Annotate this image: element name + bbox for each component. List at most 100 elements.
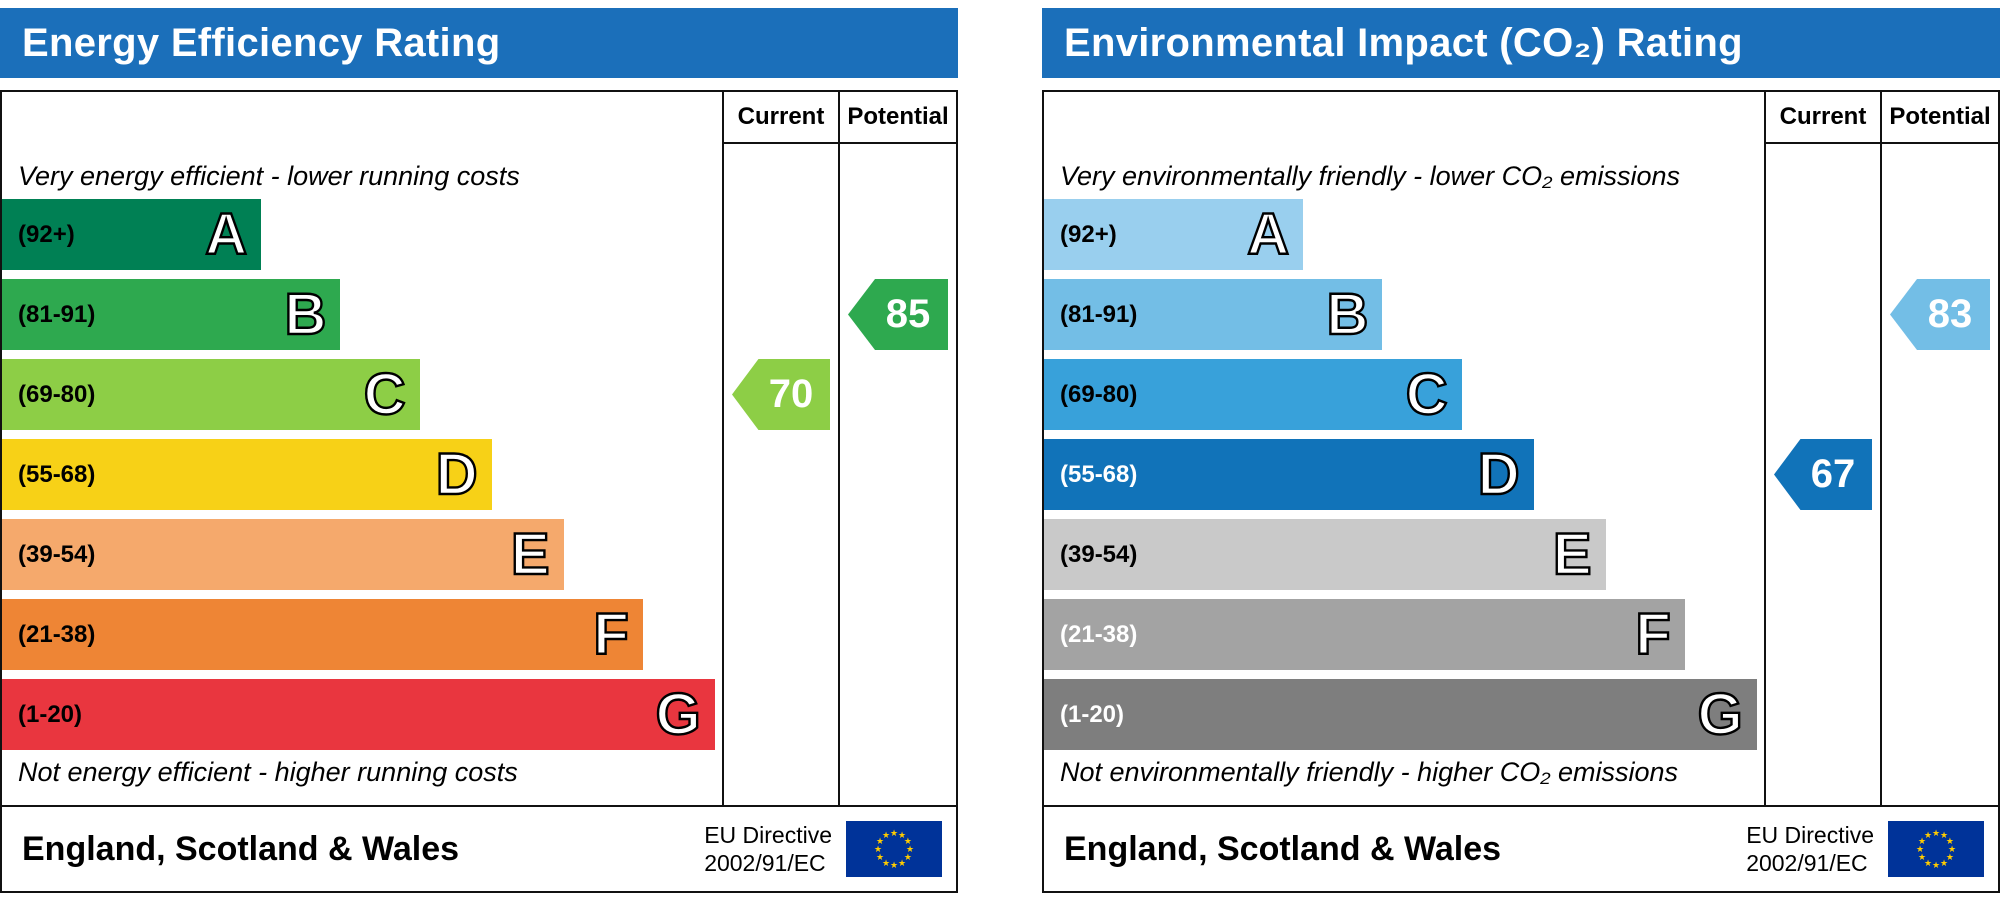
band-letter: E (510, 521, 551, 587)
rating-band-bar: (39-54) E (1044, 519, 1606, 590)
svg-text:★: ★ (1918, 836, 1926, 846)
svg-text:★: ★ (906, 844, 914, 854)
svg-text:★: ★ (1946, 836, 1954, 846)
rating-band-a: (92+) A (2, 199, 722, 270)
svg-text:★: ★ (1932, 860, 1940, 870)
potential-column: 85 (838, 144, 956, 805)
bottom-note: Not environmentally friendly - higher CO… (1060, 757, 1679, 787)
top-note: Very environmentally friendly - lower CO… (1060, 161, 1680, 191)
svg-text:★: ★ (1940, 858, 1948, 868)
top-note: Very energy efficient - lower running co… (18, 161, 520, 191)
band-letter: F (592, 601, 630, 667)
environmental-impact-chart: Environmental Impact (CO₂) Rating Curren… (1042, 0, 2000, 899)
rating-table: Current Potential Very energy efficient … (0, 90, 958, 893)
svg-text:★: ★ (890, 828, 898, 838)
band-letter: A (204, 201, 248, 267)
potential-marker: 85 (848, 279, 948, 350)
rating-band-bar: (1-20) G (2, 679, 715, 750)
column-header-potential: Potential (838, 92, 956, 144)
bottom-note: Not energy efficient - higher running co… (18, 757, 518, 787)
band-letter: C (1405, 361, 1449, 427)
eu-flag-field (846, 821, 942, 877)
rating-band-g: (1-20) G (2, 679, 722, 750)
eu-directive-line2: 2002/91/EC (1746, 850, 1868, 876)
current-value: 67 (1810, 452, 1856, 496)
potential-value: 85 (885, 292, 931, 336)
band-range-label: (1-20) (1060, 700, 1125, 728)
potential-marker: 83 (1890, 279, 1990, 350)
current-marker: 70 (732, 359, 830, 430)
svg-text:★: ★ (1916, 844, 1924, 854)
eu-flag-stars: ★ ★★ ★★★ ★★★ ★★★ (874, 828, 914, 870)
chart-footer: England, Scotland & Wales EU Directive 2… (2, 805, 956, 891)
svg-text:★: ★ (874, 844, 882, 854)
energy-efficiency-chart: Energy Efficiency Rating Current Potenti… (0, 0, 958, 899)
rating-band-bar: (81-91) B (2, 279, 341, 350)
eu-directive-line2: 2002/91/EC (704, 850, 826, 876)
rating-band-bar: (39-54) E (2, 519, 564, 590)
eu-flag-field (1888, 821, 1984, 877)
svg-text:★: ★ (876, 852, 884, 862)
band-letter: A (1246, 201, 1290, 267)
svg-text:★: ★ (904, 836, 912, 846)
bands-area: Very energy efficient - lower running co… (2, 144, 722, 805)
eu-flag-stars: ★ ★★ ★★★ ★★★ ★★★ (1916, 828, 1956, 870)
rating-band-b: (81-91) B (1044, 279, 1764, 350)
svg-text:★: ★ (904, 852, 912, 862)
svg-text:★: ★ (1948, 844, 1956, 854)
eu-flag-icon: ★ ★★ ★★★ ★★★ ★★★ (1888, 821, 1984, 877)
current-marker: 67 (1774, 439, 1872, 510)
rating-band-a: (92+) A (1044, 199, 1764, 270)
band-range-label: (92+) (1060, 220, 1117, 248)
eu-directive-label: EU Directive 2002/91/EC (1746, 821, 1888, 877)
rating-table: Current Potential Very environmentally f… (1042, 90, 2000, 893)
column-header-current: Current (722, 92, 838, 144)
rating-band-f: (21-38) F (1044, 599, 1764, 670)
band-range-label: (39-54) (1060, 540, 1138, 568)
rating-band-f: (21-38) F (2, 599, 722, 670)
band-letter: B (283, 281, 327, 347)
current-column: 70 (722, 144, 838, 805)
rating-band-bar: (21-38) F (1044, 599, 1685, 670)
rating-band-bar: (55-68) D (1044, 439, 1534, 510)
eu-directive-label: EU Directive 2002/91/EC (704, 821, 846, 877)
band-range-label: (92+) (18, 220, 75, 248)
band-range-label: (1-20) (18, 700, 83, 728)
band-range-label: (81-91) (1060, 300, 1138, 328)
rating-band-e: (39-54) E (2, 519, 722, 590)
svg-text:★: ★ (1940, 830, 1948, 840)
band-letter: F (1634, 601, 1672, 667)
svg-text:★: ★ (1932, 828, 1940, 838)
rating-band-bar: (92+) A (1044, 199, 1304, 270)
svg-text:★: ★ (1946, 852, 1954, 862)
rating-band-c: (69-80) C (2, 359, 722, 430)
svg-text:★: ★ (1924, 830, 1932, 840)
band-range-label: (39-54) (18, 540, 96, 568)
table-header-spacer (2, 92, 722, 144)
band-letter: D (435, 441, 479, 507)
rating-band-bar: (55-68) D (2, 439, 492, 510)
rating-bands: (92+) A (81-91) B (69-80) C (2, 199, 722, 750)
rating-band-bar: (81-91) B (1044, 279, 1383, 350)
column-header-current: Current (1764, 92, 1880, 144)
bands-area: Very environmentally friendly - lower CO… (1044, 144, 1764, 805)
potential-value: 83 (1927, 292, 1973, 336)
svg-text:★: ★ (890, 860, 898, 870)
band-letter: D (1477, 441, 1521, 507)
band-letter: C (363, 361, 407, 427)
svg-text:★: ★ (882, 858, 890, 868)
rating-band-bar: (69-80) C (1044, 359, 1462, 430)
chart-title: Energy Efficiency Rating (22, 20, 501, 65)
chart-title-bar: Environmental Impact (CO₂) Rating (1042, 8, 2000, 78)
band-letter: B (1325, 281, 1369, 347)
band-letter: G (1696, 681, 1744, 747)
rating-bands: (92+) A (81-91) B (69-80) C (1044, 199, 1764, 750)
svg-text:★: ★ (898, 858, 906, 868)
rating-band-e: (39-54) E (1044, 519, 1764, 590)
band-range-label: (69-80) (1060, 380, 1138, 408)
footer-region: England, Scotland & Wales (22, 829, 460, 868)
svg-text:★: ★ (1924, 858, 1932, 868)
rating-band-d: (55-68) D (1044, 439, 1764, 510)
chart-title: Environmental Impact (CO₂) Rating (1064, 20, 1743, 65)
svg-text:★: ★ (882, 830, 890, 840)
